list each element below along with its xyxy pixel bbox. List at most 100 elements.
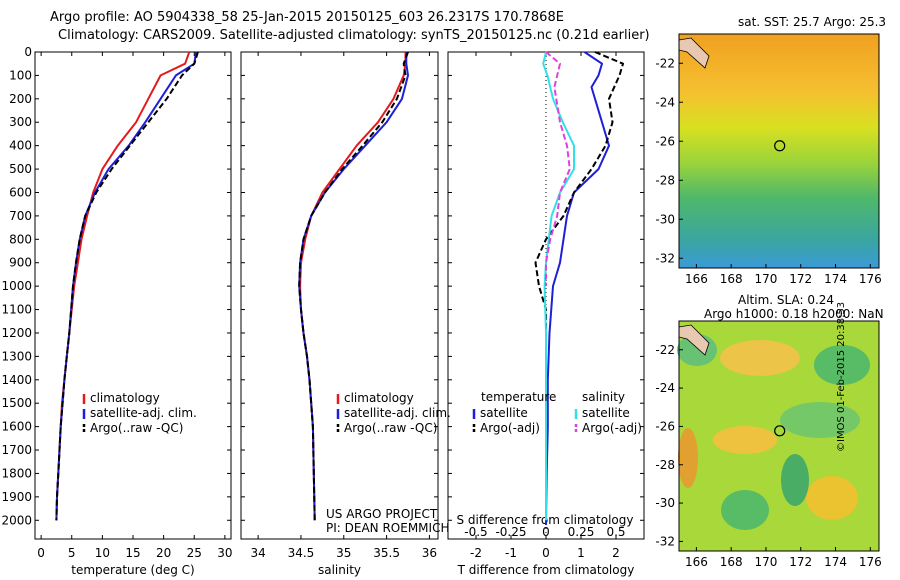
diff-series-3 [545, 51, 571, 287]
diff-xtick-label: 0 [542, 546, 550, 560]
sst-lon-tick-label: 172 [789, 272, 812, 286]
sst-lat-tick-label: -22 [655, 56, 675, 70]
sst-lat-tick-label: -24 [655, 95, 675, 109]
sla-map-title-1: Altim. SLA: 0.24 [738, 293, 835, 307]
sal-xtick-label: 34 [250, 546, 265, 560]
temp-xtick-label: 10 [95, 546, 110, 560]
diff-series-0 [545, 51, 610, 525]
depth-tick-label: 0 [24, 45, 32, 59]
sst-map-title: sat. SST: 25.7 Argo: 25.3 [738, 15, 887, 29]
sst-lat-tick-label: -30 [655, 212, 675, 226]
sal-xtick-label: 36 [422, 546, 437, 560]
diff-xtick-label: 2 [612, 546, 620, 560]
legend-1-satellite-label: satellite-adj. clim. [344, 406, 451, 420]
diff-series-2 [542, 51, 575, 521]
s-diff-tick-label: -0.5 [464, 525, 487, 539]
sst-lon-tick-label: 168 [720, 272, 743, 286]
sal-series-1 [298, 52, 409, 521]
sla-lon-tick-label: 170 [755, 555, 778, 569]
sla-lat-tick-label: -22 [655, 343, 675, 357]
sla-map-title-2: Argo h1000: 0.18 h2000: NaN [704, 307, 884, 321]
depth-tick-label: 900 [9, 256, 32, 270]
depth-tick-label: 400 [9, 139, 32, 153]
legend-1-argo-label: Argo(..raw -QC) [344, 421, 437, 435]
header-line-1: Argo profile: AO 5904338_58 25-Jan-2015 … [50, 10, 564, 25]
diff-xlabel: T difference from climatology [457, 563, 635, 577]
sla-map [677, 320, 880, 552]
legend-0-climatology-label: climatology [90, 391, 160, 405]
depth-tick-label: 1300 [1, 349, 32, 363]
temp-xtick-label: 15 [125, 546, 140, 560]
temp-xtick-label: 0 [37, 546, 45, 560]
temp-xtick-label: 5 [68, 546, 76, 560]
sla-anomaly-patch [780, 402, 860, 438]
sst-lat-tick-label: -32 [655, 251, 675, 265]
sla-map-frame [678, 320, 880, 552]
sla-lat-tick-label: -26 [655, 419, 675, 433]
legend-diff-s-argo-label: Argo(-adj) [582, 421, 642, 435]
timestamp-stamp: ©IMOS 01-Feb-2015 20:38:53 [836, 301, 847, 452]
diff-series-1 [534, 51, 624, 521]
legend-0-argo-label: Argo(..raw -QC) [90, 421, 183, 435]
project-line-2: PI: DEAN ROEMMICH [326, 521, 450, 535]
sal-xtick-label: 35 [336, 546, 351, 560]
temp-xtick-label: 25 [187, 546, 202, 560]
sal-series-0 [299, 52, 407, 521]
project-line-1: US ARGO PROJECT [326, 507, 438, 521]
sla-lon-tick-label: 174 [824, 555, 847, 569]
sla-anomaly-patch [713, 426, 777, 454]
depth-tick-label: 1000 [1, 279, 32, 293]
legend-diff-salinity-heading: salinity [582, 390, 625, 404]
sst-lat-tick-label: -26 [655, 134, 675, 148]
legend-diff-temperature-heading: temperature [481, 390, 556, 404]
sst-map-frame [678, 33, 880, 269]
sal-frame [240, 51, 439, 540]
diff-xtick-label: 1 [577, 546, 585, 560]
sla-lat-tick-label: -28 [655, 458, 675, 472]
legend-diff-t-argo-label: Argo(-adj) [480, 421, 540, 435]
depth-tick-label: 1100 [1, 303, 32, 317]
sla-anomaly-patch [814, 345, 870, 385]
s-diff-tick-label: -0.25 [495, 525, 526, 539]
sst-map [678, 33, 880, 269]
header-line-2: Climatology: CARS2009. Satellite-adjuste… [58, 28, 650, 43]
sla-lon-tick-label: 176 [859, 555, 882, 569]
sla-lat-tick-label: -32 [655, 534, 675, 548]
legend-diff-t-satellite-label: satellite [480, 406, 528, 420]
s-diff-tick-label: 0 [542, 525, 550, 539]
sla-lon-tick-label: 172 [789, 555, 812, 569]
sst-lat-tick-label: -28 [655, 173, 675, 187]
sla-lat-tick-label: -30 [655, 496, 675, 510]
sst-lon-tick-label: 174 [824, 272, 847, 286]
depth-tick-label: 600 [9, 185, 32, 199]
depth-tick-label: 300 [9, 115, 32, 129]
legend-1-climatology-label: climatology [344, 391, 414, 405]
sla-anomaly-patch [806, 476, 858, 520]
temp-series-0 [55, 51, 191, 521]
diff-xtick-label: -1 [505, 546, 517, 560]
sal-series-2 [298, 51, 409, 521]
sla-lon-tick-label: 166 [685, 555, 708, 569]
sla-anomaly-patch [720, 340, 800, 376]
depth-tick-label: 1900 [1, 490, 32, 504]
s-diff-tick-label: 0.25 [568, 525, 595, 539]
depth-tick-label: 700 [9, 209, 32, 223]
depth-tick-label: 100 [9, 68, 32, 82]
depth-tick-label: 1600 [1, 420, 32, 434]
sst-lon-tick-label: 166 [685, 272, 708, 286]
sst-lon-tick-label: 176 [859, 272, 882, 286]
depth-tick-label: 200 [9, 92, 32, 106]
temp-series-2 [55, 51, 199, 521]
depth-tick-label: 1500 [1, 396, 32, 410]
depth-tick-label: 2000 [1, 513, 32, 527]
sla-anomaly-patch [721, 490, 769, 530]
sal-xtick-label: 35.5 [373, 546, 400, 560]
diff-xtick-label: -2 [470, 546, 482, 560]
depth-tick-label: 1700 [1, 443, 32, 457]
temp-xlabel: temperature (deg C) [71, 563, 194, 577]
temp-series-1 [55, 51, 198, 521]
depth-tick-label: 1800 [1, 466, 32, 480]
sla-lat-tick-label: -24 [655, 381, 675, 395]
depth-tick-label: 1200 [1, 326, 32, 340]
temp-xtick-label: 30 [217, 546, 232, 560]
